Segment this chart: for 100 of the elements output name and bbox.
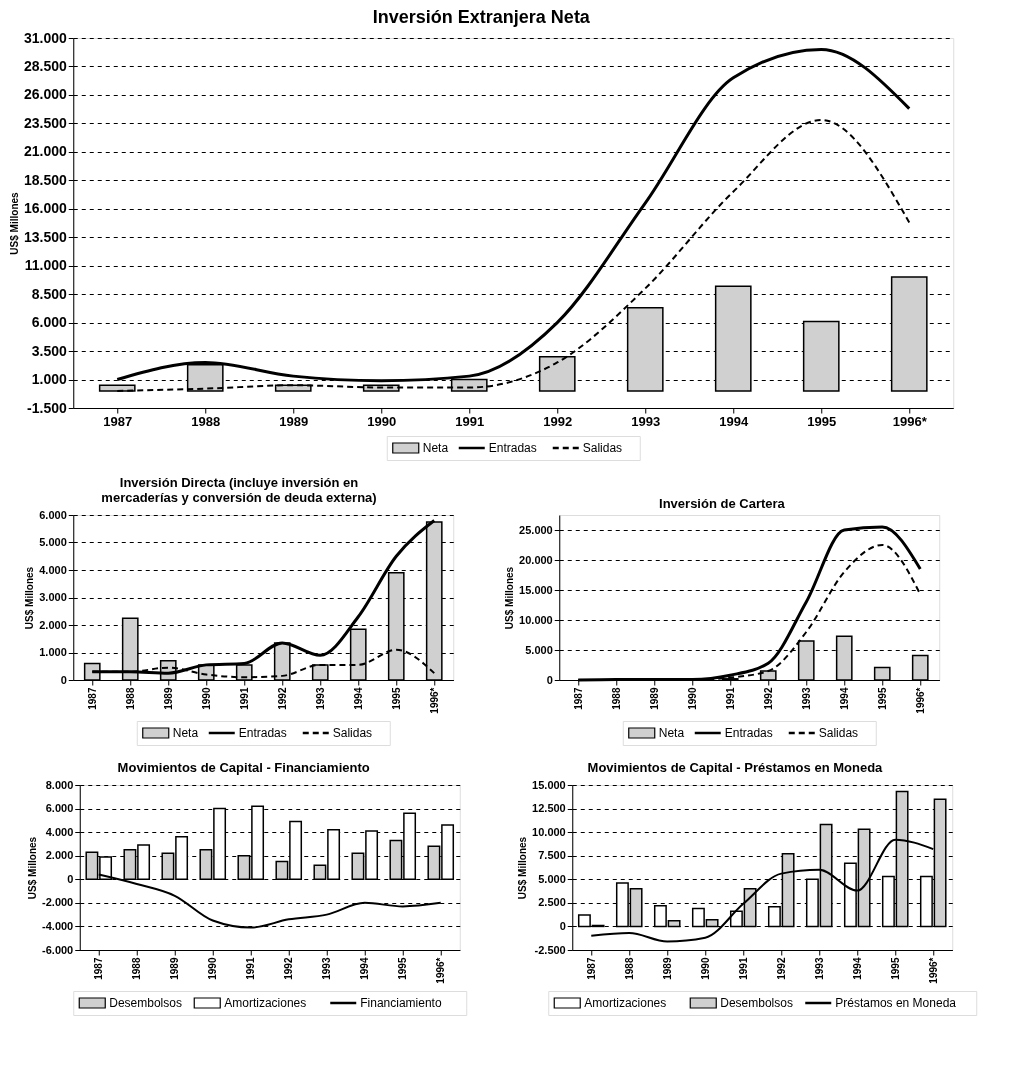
x-tick-label: 1987 — [86, 687, 98, 710]
legend-label: Salidas — [818, 726, 859, 740]
y-tick-label: 0 — [559, 919, 566, 932]
x-tick-label: 1987 — [93, 957, 105, 980]
x-tick-label: 1988 — [131, 957, 143, 980]
x-tick-label: 1994 — [359, 957, 371, 980]
y-tick-label: 21.000 — [23, 143, 67, 160]
legend-label: Neta — [422, 441, 449, 455]
x-tick-label: 1993 — [800, 687, 812, 710]
y-tick-label: 5.000 — [538, 872, 566, 885]
y-tick-label: 1.000 — [39, 646, 67, 658]
y-axis-title: US$ Millones — [517, 836, 529, 900]
x-tick-label: 1989 — [162, 687, 174, 710]
y-tick-label: 7.500 — [538, 849, 566, 862]
y-tick-label: 0 — [60, 673, 67, 686]
y-tick-label: 6.000 — [45, 802, 74, 815]
x-tick-label: 1988 — [191, 413, 221, 429]
x-tick-label: 1991 — [245, 957, 257, 980]
y-tick-label: 8.500 — [31, 285, 67, 302]
x-tick-label: 1990 — [200, 687, 212, 710]
y-tick-label: 10.000 — [519, 613, 553, 626]
y-tick-label: 5.000 — [39, 536, 67, 548]
x-tick-label: 1995 — [876, 687, 888, 710]
chart-title: Inversión Directa (incluye inversión en mercaderías y conversión de deuda externa) — [101, 475, 377, 505]
legend-label: Amortizaciones — [224, 996, 307, 1010]
y-tick-label: 5.000 — [525, 643, 553, 656]
x-tick-label: 1989 — [169, 957, 181, 980]
x-tick-label: 1992 — [543, 413, 573, 429]
x-tick-label: 1990 — [686, 687, 698, 710]
legend-label: Amortizaciones — [584, 996, 667, 1010]
x-tick-label: 1994 — [838, 687, 850, 710]
y-tick-label: 18.500 — [23, 171, 67, 188]
x-tick-label: 1994 — [719, 413, 749, 429]
x-tick-label: 1992 — [276, 687, 288, 710]
x-tick-label: 1995 — [390, 687, 402, 710]
x-tick-label: 1987 — [103, 413, 133, 429]
x-tick-label: 1991 — [724, 687, 736, 710]
y-tick-label: -1.500 — [27, 399, 67, 416]
x-tick-label: 1996* — [892, 413, 928, 429]
y-axis-title: US$ Millones — [8, 191, 20, 255]
legend-label: Desembolsos — [109, 996, 182, 1010]
chart-title: Movimientos de Capital - Préstamos en Moneda — [587, 760, 884, 775]
y-tick-label: 2.500 — [538, 896, 566, 909]
legend-label: Entradas — [724, 726, 773, 740]
y-tick-label: 31.000 — [23, 29, 67, 46]
legend-label: Préstamos en Moneda — [835, 996, 957, 1010]
x-tick-label: 1990 — [367, 413, 397, 429]
legend-label: Entradas — [238, 726, 287, 740]
x-tick-label: 1994 — [851, 957, 863, 980]
y-tick-label: 15.000 — [519, 583, 553, 596]
legend-label: Salidas — [582, 441, 623, 455]
y-tick-label: -4.000 — [42, 919, 74, 932]
x-tick-label: 1995 — [807, 413, 837, 429]
x-tick-label: 1995 — [889, 957, 901, 980]
legend-label: Neta — [172, 726, 199, 740]
x-tick-label: 1987 — [572, 687, 584, 710]
x-tick-label: 1996* — [927, 957, 939, 984]
chart-title: Inversión Extranjera Neta — [372, 7, 591, 27]
y-tick-label: 26.000 — [23, 86, 67, 103]
y-tick-label: 10.000 — [532, 825, 566, 838]
y-tick-label: -2.500 — [534, 943, 566, 956]
x-tick-label: 1996* — [914, 687, 926, 714]
y-axis-title: US$ Millones — [24, 566, 36, 630]
x-tick-label: 1988 — [610, 687, 622, 710]
x-tick-label: 1995 — [397, 957, 409, 980]
y-tick-label: -2.000 — [42, 896, 74, 909]
x-tick-label: 1991 — [455, 413, 485, 429]
x-tick-label: 1992 — [762, 687, 774, 710]
x-tick-label: 1989 — [661, 957, 673, 980]
x-tick-label: 1993 — [314, 687, 326, 710]
y-tick-label: 1.000 — [31, 371, 67, 388]
chart-title: Inversión de Cartera — [659, 496, 786, 511]
x-tick-label: 1993 — [321, 957, 333, 980]
chart-title: Movimientos de Capital - Financiamiento — [117, 760, 370, 775]
y-tick-label: 16.000 — [23, 200, 67, 217]
y-tick-label: -6.000 — [42, 943, 74, 956]
y-tick-label: 23.500 — [23, 114, 67, 131]
x-tick-label: 1987 — [585, 957, 597, 980]
y-tick-label: 28.500 — [23, 57, 67, 74]
x-tick-label: 1994 — [352, 687, 364, 710]
y-tick-label: 3.500 — [31, 342, 67, 359]
x-tick-label: 1991 — [737, 957, 749, 980]
y-tick-label: 20.000 — [519, 553, 553, 566]
legend-label: Entradas — [488, 441, 537, 455]
legend-label: Salidas — [332, 726, 373, 740]
x-tick-label: 1988 — [124, 687, 136, 710]
y-tick-label: 0 — [67, 872, 74, 885]
y-tick-label: 2.000 — [39, 618, 67, 631]
x-tick-label: 1988 — [623, 957, 635, 980]
legend-label: Financiamiento — [360, 996, 442, 1010]
y-tick-label: 4.000 — [39, 563, 67, 576]
y-axis-title: US$ Millones — [27, 836, 39, 900]
x-tick-label: 1991 — [238, 687, 250, 710]
x-tick-label: 1989 — [648, 687, 660, 710]
x-tick-label: 1996* — [428, 687, 440, 714]
y-tick-label: 6.000 — [31, 314, 67, 331]
x-tick-label: 1993 — [631, 413, 661, 429]
legend-label: Desembolsos — [720, 996, 793, 1010]
x-tick-label: 1996* — [435, 957, 447, 984]
y-tick-label: 0 — [546, 673, 553, 686]
